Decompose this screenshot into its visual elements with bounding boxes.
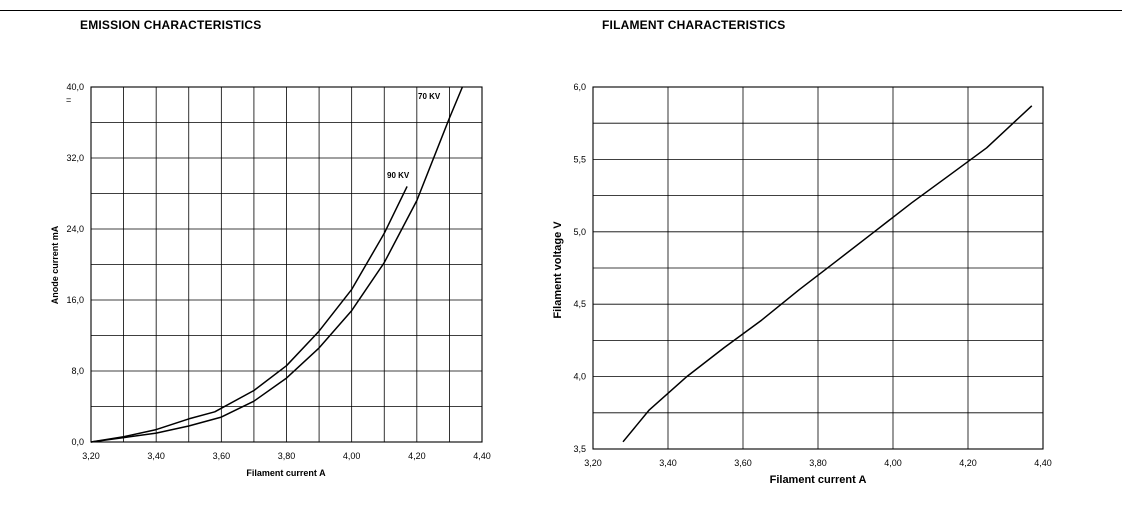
emission-x-tick-label: 3,40 xyxy=(147,451,165,461)
emission-x-axis-label: Filament current A xyxy=(246,468,326,478)
filament-chart-title: FILAMENT CHARACTERISTICS xyxy=(602,18,786,32)
filament-x-tick-label: 3,80 xyxy=(809,458,827,468)
emission-x-tick-label: 3,80 xyxy=(278,451,296,461)
emission-y-tick-label: 24,0 xyxy=(66,224,84,234)
emission-series-label: 90 KV xyxy=(387,171,410,180)
emission-series-line xyxy=(90,186,408,443)
emission-y-mark: = xyxy=(66,95,71,105)
filament-y-tick-label: 4,0 xyxy=(573,372,586,382)
filament-y-tick-label: 3,5 xyxy=(573,444,586,454)
filament-y-tick-label: 5,5 xyxy=(573,154,586,164)
filament-series-line xyxy=(622,105,1033,443)
emission-y-tick-label: 32,0 xyxy=(66,153,84,163)
emission-plot-frame xyxy=(90,86,483,443)
emission-y-tick-label: 0,0 xyxy=(71,437,84,447)
emission-x-tick-label: 3,60 xyxy=(213,451,231,461)
filament-y-axis-label: Filament voltage V xyxy=(552,221,564,319)
emission-x-tick-label: 3,20 xyxy=(82,451,100,461)
filament-x-tick-label: 4,20 xyxy=(959,458,977,468)
filament-x-tick-label: 3,60 xyxy=(734,458,752,468)
emission-y-tick-label: 8,0 xyxy=(71,366,84,376)
emission-x-tick-label: 4,40 xyxy=(473,451,491,461)
top-rule xyxy=(0,10,1122,11)
filament-y-tick-label: 6,0 xyxy=(573,82,586,92)
filament-x-tick-label: 4,40 xyxy=(1034,458,1052,468)
emission-y-axis-label: Anode current mA xyxy=(50,225,60,304)
emission-chart-title: EMISSION CHARACTERISTICS xyxy=(80,18,262,32)
emission-x-tick-label: 4,00 xyxy=(343,451,361,461)
filament-x-tick-label: 3,40 xyxy=(659,458,677,468)
filament-x-axis-label: Filament current A xyxy=(770,474,867,486)
filament-y-tick-label: 4,5 xyxy=(573,299,586,309)
emission-y-tick-label: 40,0 xyxy=(66,82,84,92)
emission-series-label: 70 KV xyxy=(418,92,441,101)
filament-x-tick-label: 4,00 xyxy=(884,458,902,468)
filament-x-tick-label: 3,20 xyxy=(584,458,602,468)
emission-x-tick-label: 4,20 xyxy=(408,451,426,461)
emission-y-tick-label: 16,0 xyxy=(66,295,84,305)
filament-y-tick-label: 5,0 xyxy=(573,227,586,237)
emission-series-line xyxy=(90,86,464,443)
filament-plot-frame xyxy=(592,86,1044,450)
